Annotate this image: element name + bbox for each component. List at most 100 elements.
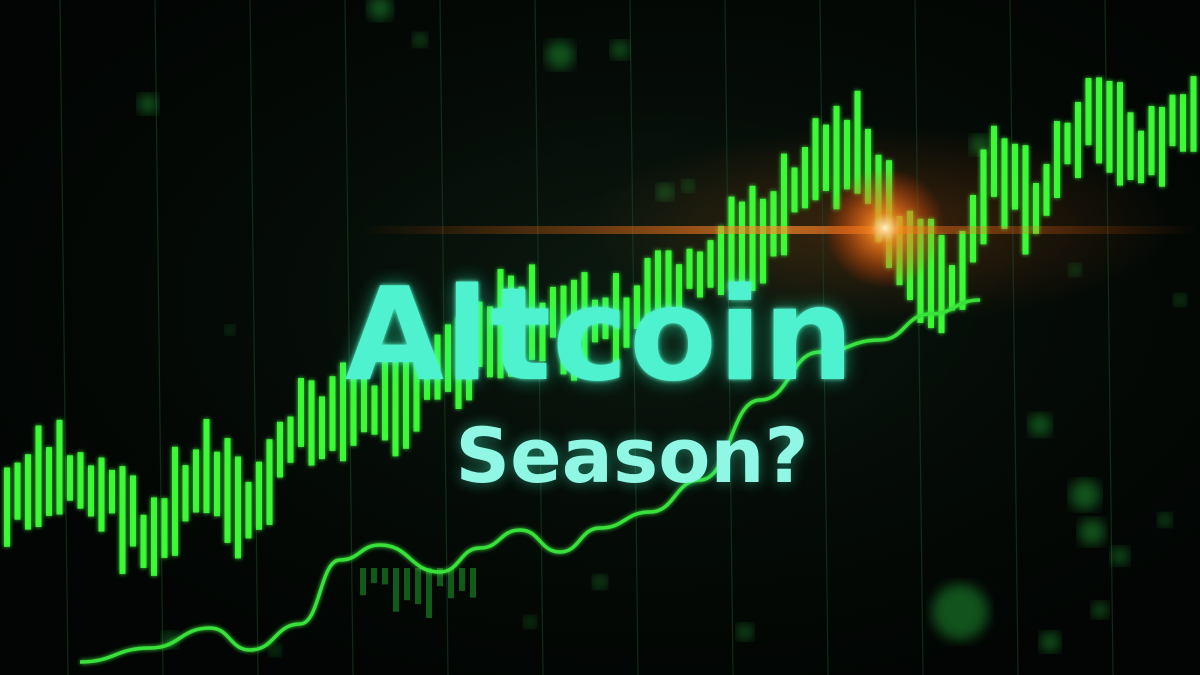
candle-bar [98,457,105,532]
candle-bar [508,275,514,377]
candle-bar [88,465,94,517]
candle-bar [980,149,987,245]
bokeh-dot [546,41,574,69]
candle-bar [1033,183,1039,234]
candles-background [360,568,476,618]
candle-bar-dim [404,568,410,601]
candle-bar [1106,80,1113,173]
candle-bar [1159,106,1165,187]
candle-bar [277,421,283,478]
candle-bar [35,425,42,527]
candle-bar [56,419,63,515]
candle-bar [46,447,52,516]
candle-bar [413,346,420,432]
bokeh-dot [269,644,281,656]
candle-bar [686,248,693,289]
candle-bar [1064,122,1071,165]
candle-bar [665,250,672,312]
candle-bar [602,297,609,340]
candle-bar [1022,145,1029,255]
candle-bar [529,264,535,360]
candle-bar-dim [415,568,421,605]
grid-line [59,0,69,675]
bokeh-dot [657,184,673,200]
grid-line [1009,0,1019,675]
candle-bar [445,324,451,392]
candle-bar [476,301,483,367]
candle-bar [298,378,304,447]
candle-bar [392,348,399,457]
candle-bar [707,240,714,288]
candle-bar [371,385,378,435]
candle-bar [130,475,136,547]
candle-bar [770,191,777,257]
bokeh-dot [524,616,536,628]
candle-bar-dim [459,568,465,591]
candle-bar [151,497,157,576]
candle-bar [844,119,850,190]
candle-bar [1117,82,1123,186]
candle-bar [1127,112,1134,180]
candle-bar [812,118,819,201]
candle-bar [760,198,766,284]
candle-bar [833,105,840,210]
candle-bar [424,358,430,400]
candle-bar [560,285,567,375]
bokeh-dot [970,135,990,155]
bokeh-dot [138,94,158,114]
candle-bar [182,465,189,522]
candle-bar-dim [448,568,454,599]
candle-bar [245,481,252,539]
grid-line [629,0,639,675]
grid-line [439,0,449,675]
candle-bar [571,279,577,381]
candle-bar [434,334,441,400]
candle-bar [634,285,640,329]
candle-bar [581,272,588,371]
bokeh-dot [1111,547,1129,565]
candle-bar [403,348,409,449]
bokeh-dot [1069,264,1081,276]
grid-line [344,0,354,675]
candle-bar [1180,94,1186,152]
bokeh-dot [1158,513,1172,527]
candle-bar [287,416,294,463]
candle-bar [676,264,682,314]
chart-grid [59,0,1114,675]
grid-line [154,0,164,675]
grid-line [914,0,924,675]
candle-bar [550,286,556,338]
candle-bar [487,306,493,378]
candle-bar-dim [382,568,388,585]
bokeh-dot [1174,294,1186,306]
candle-bar [1148,106,1155,176]
trend-line [79,298,981,664]
candle-bar [928,218,934,329]
candle-bar [1043,164,1050,216]
candle-bar [109,469,115,514]
candle-bar [865,128,871,204]
candle-bar [455,317,462,409]
candle-bar [67,455,73,501]
candle-bar [466,293,472,401]
candle-bar [382,346,388,441]
light-flare [360,168,1200,288]
candle-bar [350,375,357,446]
candle-bar [1075,102,1081,178]
candle-bar [518,286,525,360]
candle-bar [308,380,315,466]
candle-bar [623,297,630,348]
candle-bar [739,201,745,294]
candle-bar [214,451,220,517]
bokeh-dot [682,180,694,192]
candle-bar [991,125,997,197]
candle-bar [1001,138,1008,229]
bokeh-dot [225,325,235,335]
candle-bar-dim [470,568,476,598]
candle-bar [1138,130,1144,184]
candle-bar-dim [426,568,432,618]
candle-bar-dim [393,568,399,612]
candle-bar [497,269,504,379]
candle-bar [791,167,798,213]
